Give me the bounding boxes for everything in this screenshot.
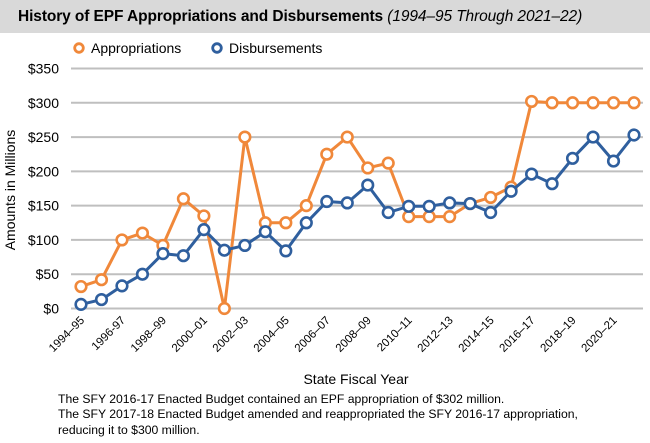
data-point: [176, 192, 191, 206]
data-point: [443, 210, 457, 224]
data-point: [299, 216, 313, 230]
data-point: [238, 130, 252, 144]
data-point: [586, 96, 600, 110]
data-point: [484, 190, 498, 205]
data-point: [484, 205, 498, 220]
note-line: The SFY 2017-18 Enacted Budget amended a…: [58, 407, 578, 422]
series-disbursements: [74, 128, 641, 311]
data-point: [524, 94, 539, 109]
data-point: [115, 233, 129, 247]
x-tick-label: 2020–21: [579, 315, 619, 355]
x-tick-label: 2004–05: [252, 315, 292, 355]
y-tick-label: $300: [28, 95, 59, 111]
data-point: [422, 199, 436, 213]
data-point: [74, 279, 88, 294]
data-point: [320, 147, 334, 161]
data-point: [238, 238, 252, 253]
data-point: [504, 184, 518, 198]
x-axis-label: State Fiscal Year: [303, 371, 408, 387]
chart-title-bar: History of EPF Appropriations and Disbur…: [0, 0, 650, 33]
x-tick-label: 2008–09: [334, 315, 374, 355]
y-tick-label: $0: [43, 301, 59, 317]
legend-marker-icon: [73, 42, 85, 54]
data-point: [197, 209, 211, 223]
data-point: [565, 151, 580, 165]
data-point: [443, 196, 457, 210]
data-point: [217, 301, 231, 316]
x-tick-label: 1998–99: [129, 315, 169, 355]
data-point: [381, 156, 395, 170]
chart-title: History of EPF Appropriations and Disbur…: [18, 8, 582, 26]
data-point: [545, 177, 559, 191]
x-tick-label: 1996-97: [90, 315, 128, 353]
y-tick-label: $250: [28, 129, 59, 145]
x-tick-label: 2010–11: [375, 315, 415, 355]
data-point: [340, 130, 354, 144]
legend-item: Appropriations: [73, 40, 181, 56]
data-point: [320, 194, 334, 209]
data-point: [361, 178, 375, 192]
data-point: [381, 205, 395, 220]
legend-marker-icon: [211, 42, 223, 54]
data-point: [217, 243, 231, 257]
y-tick-label: $150: [28, 198, 59, 214]
data-point: [156, 247, 170, 261]
series-line: [80, 99, 634, 310]
legend-label: Appropriations: [91, 40, 181, 56]
data-point: [545, 96, 559, 110]
chart-subtitle: (1994–95 Through 2021–22): [387, 8, 583, 25]
legend-label: Disbursements: [229, 40, 322, 56]
chart-title-main: History of EPF Appropriations and Disbur…: [18, 8, 384, 25]
data-point: [402, 199, 416, 213]
x-tick-label: 1994–95: [47, 315, 87, 355]
x-tick-label: 2016–17: [498, 315, 538, 355]
data-point: [94, 292, 109, 307]
data-point: [606, 154, 621, 168]
data-point: [361, 161, 375, 175]
note-line: The SFY 2016-17 Enacted Budget contained…: [58, 392, 505, 406]
data-point: [627, 96, 641, 110]
data-point: [135, 226, 150, 240]
x-tick-label: 2000–01: [170, 315, 210, 355]
y-tick-label: $100: [28, 232, 59, 248]
data-point: [115, 279, 129, 293]
y-tick-label: $200: [28, 163, 59, 179]
x-axis-ticks: 1994–95 1996-97 1998–99 2000–01 2002–03 2004–…: [47, 315, 620, 355]
data-point: [606, 96, 621, 110]
data-point: [565, 96, 580, 110]
series-line: [80, 134, 636, 306]
chart-notes: The SFY 2016-17 Enacted Budget contained…: [58, 392, 578, 438]
data-point: [524, 167, 539, 181]
x-tick-label: 2006–07: [293, 315, 333, 355]
data-point: [586, 130, 600, 144]
chart-legend: Appropriations Disbursements: [73, 40, 322, 56]
y-axis-ticks: $0 $50 $100 $150 $200 $250 $300 $350: [28, 61, 59, 317]
data-point: [279, 244, 293, 258]
y-tick-label: $50: [36, 266, 60, 282]
data-point: [74, 297, 88, 311]
series-lines: [74, 94, 641, 316]
x-tick-label: 2014–15: [457, 315, 497, 355]
data-point: [463, 196, 477, 211]
x-tick-label: 2018–19: [539, 315, 579, 355]
data-point: [197, 223, 211, 237]
line-chart: Appropriations Disbursements $0 $50 $100 $15…: [2, 40, 643, 387]
data-point: [279, 216, 293, 230]
data-point: [258, 225, 272, 239]
y-axis-label: Amounts in Millions: [2, 130, 18, 251]
legend-item: Disbursements: [211, 40, 322, 56]
note-line: reducing it to $300 million.: [58, 422, 200, 437]
data-point: [340, 196, 354, 210]
x-tick-label: 2002–03: [211, 315, 251, 355]
data-point: [627, 128, 641, 142]
y-tick-label: $350: [28, 61, 59, 77]
data-point: [176, 249, 191, 263]
x-tick-label: 2012–13: [416, 315, 456, 355]
data-point: [94, 273, 109, 287]
data-point: [135, 267, 150, 281]
data-point: [299, 199, 313, 213]
